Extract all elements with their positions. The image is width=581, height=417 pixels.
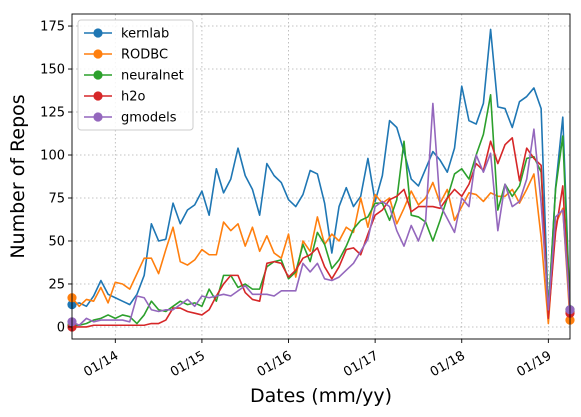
legend-label: h2o bbox=[121, 90, 146, 105]
grid bbox=[72, 14, 570, 339]
y-axis-ticks: 0 25 50 75 100 125 150 175 bbox=[40, 20, 72, 335]
legend-swatch-marker bbox=[93, 28, 103, 38]
plot-frame bbox=[71, 13, 571, 340]
legend-label: kernlab bbox=[121, 27, 169, 42]
series-h2o bbox=[67, 137, 575, 332]
x-tick-label: 01/19 bbox=[514, 348, 554, 380]
legend-swatch-marker bbox=[93, 112, 103, 122]
series-gmodels bbox=[67, 102, 575, 327]
legend-swatch-marker bbox=[93, 70, 103, 80]
series-line-gmodels bbox=[71, 102, 571, 327]
series-line-RODBC bbox=[71, 173, 571, 325]
y-tick-label: 125 bbox=[40, 106, 65, 121]
x-axis-ticks: 01/14 01/15 01/16 01/17 01/18 01/19 bbox=[81, 339, 554, 380]
legend-label: neuralnet bbox=[121, 69, 184, 84]
legend: kernlab RODBC neuralnet h2o gmodels bbox=[77, 19, 194, 131]
series-RODBC bbox=[67, 173, 575, 325]
legend-item-gmodels: gmodels bbox=[84, 111, 177, 126]
y-tick-label: 25 bbox=[48, 277, 65, 292]
series-line-neuralnet bbox=[72, 94, 571, 327]
y-tick-label: 50 bbox=[48, 234, 65, 249]
legend-label: RODBC bbox=[121, 48, 168, 63]
legend-swatch-marker bbox=[93, 49, 103, 59]
legend-frame bbox=[77, 19, 194, 131]
x-tick-label: 01/16 bbox=[255, 348, 295, 380]
x-tick-label: 01/18 bbox=[428, 348, 468, 380]
legend-item-kernlab: kernlab bbox=[84, 27, 169, 42]
y-axis-title: Number of Repos bbox=[7, 94, 29, 258]
y-tick-label: 100 bbox=[40, 149, 65, 164]
x-tick-label: 01/14 bbox=[81, 348, 121, 380]
legend-label: gmodels bbox=[121, 111, 177, 126]
x-axis-title: Dates (mm/yy) bbox=[250, 385, 392, 407]
y-tick-label: 75 bbox=[48, 191, 65, 206]
y-tick-label: 175 bbox=[40, 20, 65, 35]
legend-item-neuralnet: neuralnet bbox=[84, 69, 184, 84]
legend-swatch-marker bbox=[93, 91, 103, 101]
y-tick-label: 0 bbox=[57, 320, 65, 335]
series-line-h2o bbox=[72, 137, 571, 328]
legend-item-RODBC: RODBC bbox=[84, 48, 168, 63]
y-tick-label: 150 bbox=[40, 63, 65, 78]
x-tick-label: 01/15 bbox=[168, 348, 208, 380]
series-line-kernlab bbox=[71, 28, 571, 315]
x-tick-label: 01/17 bbox=[341, 348, 381, 380]
legend-item-h2o: h2o bbox=[84, 90, 146, 105]
